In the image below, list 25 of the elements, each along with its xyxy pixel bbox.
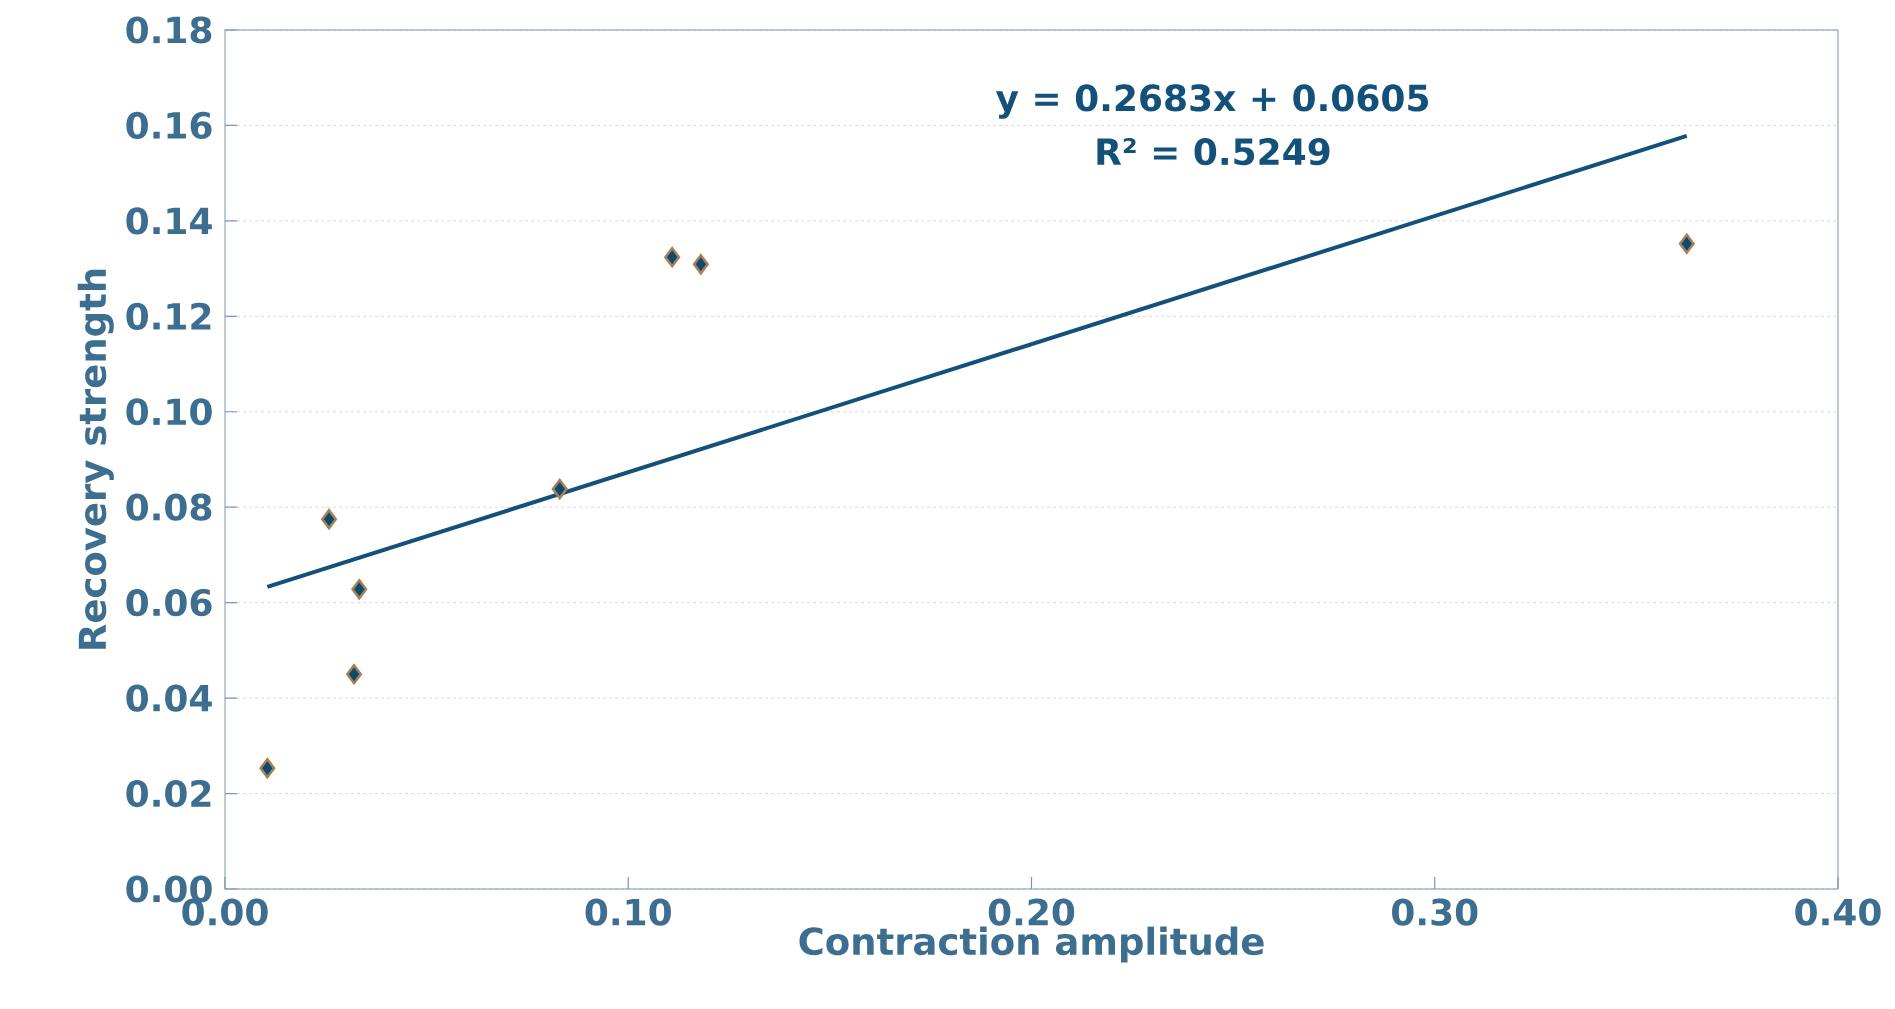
x-tick-label: 0.20 <box>988 898 1075 926</box>
point <box>1678 233 1695 255</box>
y-tick-label: 0.06 <box>126 589 212 617</box>
y-tick-label: 0.10 <box>126 398 212 426</box>
x-tick-label: 0.10 <box>585 898 671 926</box>
point <box>346 663 363 685</box>
annotation: R² = 0.5249 <box>1097 138 1330 166</box>
y-tick-label: 0.04 <box>126 684 212 712</box>
annotation: y = 0.2683x + 0.0605 <box>995 84 1428 119</box>
point <box>259 758 276 779</box>
y-tick-label: 0.02 <box>126 779 211 808</box>
y-tick-label: 0.12 <box>126 302 211 330</box>
y-tick-label: 0.14 <box>126 207 212 235</box>
y-tick-label: 0.08 <box>126 493 212 521</box>
point <box>664 246 681 268</box>
point <box>351 579 368 600</box>
x-tick-label: 0.30 <box>1392 898 1478 926</box>
y-tick-label: 0.16 <box>126 111 212 140</box>
y-tick-label: 0.18 <box>126 16 212 44</box>
point <box>321 508 338 530</box>
point <box>551 478 568 500</box>
point <box>692 254 709 275</box>
y-axis-title: Recovery strength <box>77 269 114 649</box>
x-axis-title: Contraction amplitude <box>799 926 1264 963</box>
x-tick-label: 0.40 <box>1795 898 1881 926</box>
